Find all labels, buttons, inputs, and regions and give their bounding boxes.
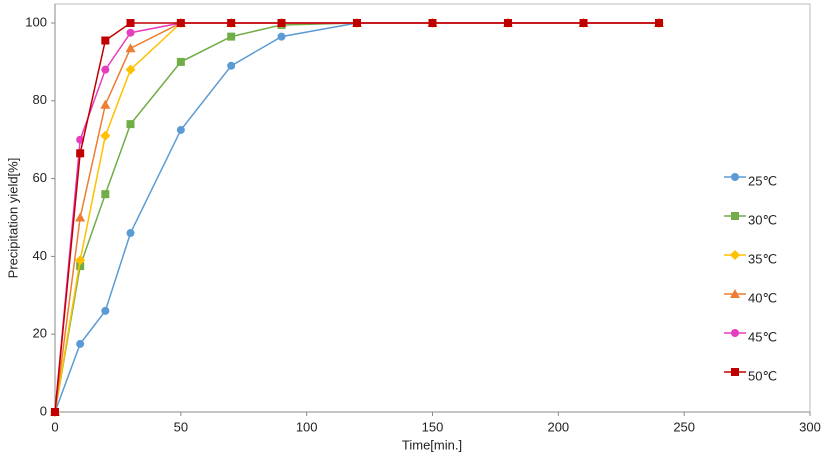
marker <box>126 19 135 27</box>
marker <box>100 99 111 109</box>
legend-marker <box>731 368 739 376</box>
legend-marker <box>731 329 739 337</box>
marker <box>353 19 361 27</box>
legend-label: 30℃ <box>748 212 777 227</box>
marker <box>126 120 135 129</box>
marker <box>126 229 135 238</box>
marker <box>101 190 110 199</box>
x-tick-label: 100 <box>296 419 318 434</box>
series-line <box>54 22 659 413</box>
marker <box>101 36 110 45</box>
y-tick-label: 80 <box>33 92 47 107</box>
legend-marker <box>731 173 739 181</box>
marker <box>125 64 136 75</box>
marker <box>75 212 86 222</box>
x-tick-label: 300 <box>799 419 821 434</box>
y-tick-label: 100 <box>25 14 47 29</box>
marker <box>101 306 110 315</box>
legend-label: 50℃ <box>748 368 777 383</box>
y-tick-label: 20 <box>33 326 47 341</box>
marker <box>428 19 437 27</box>
y-tick-label: 40 <box>33 248 47 263</box>
x-tick-label: 0 <box>51 419 58 434</box>
marker <box>277 19 286 27</box>
x-tick-label: 200 <box>547 419 569 434</box>
legend-label: 35℃ <box>748 251 777 266</box>
legend-label: 40℃ <box>748 290 777 305</box>
marker <box>227 19 236 27</box>
marker <box>227 32 236 41</box>
legend-marker <box>730 250 740 260</box>
marker <box>277 32 286 41</box>
series-line <box>54 22 659 413</box>
legend-label: 25℃ <box>748 173 777 188</box>
marker <box>126 28 135 37</box>
marker <box>100 130 111 141</box>
series-line <box>54 22 659 413</box>
x-tick-label: 250 <box>673 419 695 434</box>
marker <box>51 408 59 416</box>
marker <box>655 19 663 27</box>
marker <box>176 57 185 66</box>
series-line <box>54 22 659 413</box>
legend-marker <box>730 289 740 298</box>
marker <box>504 19 512 27</box>
x-axis-label: Time[min.] <box>402 437 462 452</box>
marker <box>101 65 110 74</box>
marker <box>227 61 236 70</box>
y-tick-label: 0 <box>40 403 47 418</box>
series-line <box>54 22 659 413</box>
y-tick-label: 60 <box>33 170 47 185</box>
x-tick-label: 150 <box>422 419 444 434</box>
marker <box>76 262 85 271</box>
marker <box>125 43 136 53</box>
marker <box>76 339 85 348</box>
marker <box>176 125 185 134</box>
series-line <box>54 22 659 413</box>
marker <box>176 19 185 27</box>
y-axis-label: Precipitation yield[%] <box>5 158 20 279</box>
marker <box>76 149 85 158</box>
plot-frame <box>54 3 811 413</box>
legend-label: 45℃ <box>748 329 777 344</box>
marker <box>579 19 588 27</box>
x-tick-label: 50 <box>174 419 188 434</box>
legend-marker <box>731 212 739 220</box>
marker <box>75 255 86 266</box>
